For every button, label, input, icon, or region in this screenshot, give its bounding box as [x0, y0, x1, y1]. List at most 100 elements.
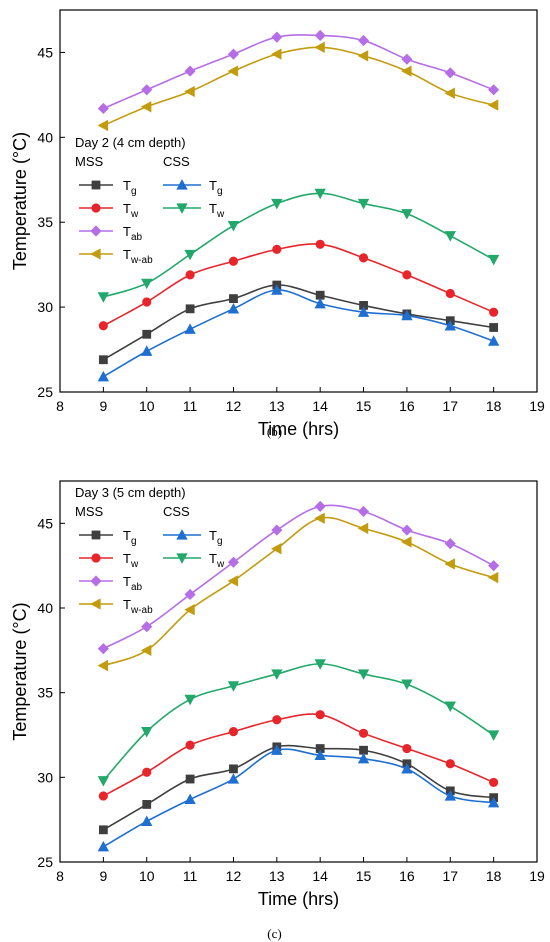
series-line	[103, 34, 494, 110]
legend-group-css: CSS	[163, 154, 190, 169]
data-point	[185, 740, 195, 750]
x-tick-label: 14	[312, 868, 328, 884]
x-tick-label: 12	[226, 398, 242, 414]
data-point	[141, 726, 153, 738]
x-tick-label: 8	[56, 868, 64, 884]
x-tick-label: 15	[356, 398, 372, 414]
x-tick-label: 11	[183, 398, 198, 414]
x-tick-label: 14	[312, 398, 328, 414]
series-mss-t-w	[98, 239, 499, 331]
series-mss-t-w-ab	[97, 512, 499, 672]
x-tick-label: 15	[356, 868, 372, 884]
data-point	[229, 294, 238, 304]
legend-label: Tw	[209, 201, 225, 220]
legend-marker	[176, 529, 188, 540]
x-tick-label: 18	[486, 398, 502, 414]
data-point	[315, 239, 325, 249]
data-point	[184, 323, 196, 334]
y-tick-label: 30	[37, 299, 53, 315]
legend-title: Day 2 (4 cm depth)	[75, 135, 186, 150]
series-line	[103, 46, 494, 127]
data-point	[314, 297, 326, 309]
panel-label: (b)	[267, 424, 282, 439]
data-point	[185, 304, 195, 314]
plot-frame	[59, 9, 538, 393]
data-point	[97, 776, 110, 787]
y-tick-label: 35	[37, 214, 53, 230]
data-point	[489, 323, 499, 332]
data-point	[271, 198, 283, 210]
data-point	[401, 679, 413, 691]
legend-label: Tw	[123, 551, 139, 570]
data-point	[185, 774, 195, 784]
data-point	[142, 297, 152, 307]
data-point	[314, 659, 326, 670]
x-tick-label: 8	[56, 398, 64, 414]
data-point	[357, 752, 370, 764]
data-point	[272, 244, 282, 254]
data-point	[270, 48, 282, 60]
x-tick-label: 16	[399, 868, 415, 884]
data-point	[357, 522, 369, 535]
legend-marker	[90, 225, 102, 237]
data-point	[227, 65, 239, 77]
data-point	[444, 67, 456, 79]
data-point	[401, 65, 412, 77]
data-point	[444, 231, 456, 242]
series-mss-t-ab	[97, 500, 500, 655]
data-point	[357, 198, 370, 210]
data-point	[141, 621, 153, 633]
data-point	[98, 791, 108, 801]
data-point	[97, 643, 109, 655]
x-tick-label: 10	[139, 868, 155, 884]
x-axis-title: Time (hrs)	[258, 889, 339, 909]
data-point	[98, 355, 108, 365]
data-point	[444, 87, 455, 99]
legend-group-mss: MSS	[75, 154, 104, 169]
series-line	[102, 289, 494, 378]
legend-marker	[90, 598, 101, 610]
data-point	[184, 249, 196, 261]
y-tick-label: 40	[37, 129, 53, 145]
data-point	[98, 321, 108, 331]
data-point	[184, 65, 196, 77]
data-point	[487, 730, 500, 741]
data-point	[444, 558, 455, 570]
data-point	[141, 84, 153, 96]
series-line	[102, 243, 494, 327]
x-tick-label: 18	[486, 868, 502, 884]
data-point	[314, 512, 325, 524]
data-point	[401, 309, 413, 321]
series-line	[102, 284, 494, 361]
legend: Day 3 (5 cm depth) MSS CSS Tg Tw Tab Tw-ab Tg Tw	[75, 485, 225, 616]
legend-marker	[91, 530, 101, 540]
data-point	[315, 710, 325, 720]
data-point	[142, 329, 152, 339]
data-point	[444, 701, 456, 713]
legend-marker	[91, 180, 101, 190]
x-tick-label: 13	[269, 868, 285, 884]
data-point	[402, 270, 412, 280]
data-point	[488, 560, 500, 572]
series-css-t-g	[97, 284, 500, 382]
data-point	[227, 773, 240, 784]
data-point	[228, 256, 239, 266]
x-tick-label: 17	[442, 868, 458, 884]
data-point	[357, 669, 370, 680]
data-point	[227, 302, 240, 314]
data-point	[227, 556, 240, 568]
series-line	[102, 748, 494, 848]
data-point	[141, 278, 153, 290]
data-point	[271, 284, 283, 295]
data-point	[487, 335, 500, 346]
data-point	[487, 254, 500, 266]
data-point	[140, 101, 152, 113]
data-point	[489, 307, 499, 317]
data-point	[358, 253, 369, 263]
legend-marker	[91, 203, 101, 213]
data-point	[445, 288, 455, 299]
series-mss-t-w-ab	[97, 41, 499, 132]
x-axis-title: Time (hrs)	[258, 419, 339, 439]
data-point	[314, 188, 326, 200]
data-point	[357, 505, 370, 518]
